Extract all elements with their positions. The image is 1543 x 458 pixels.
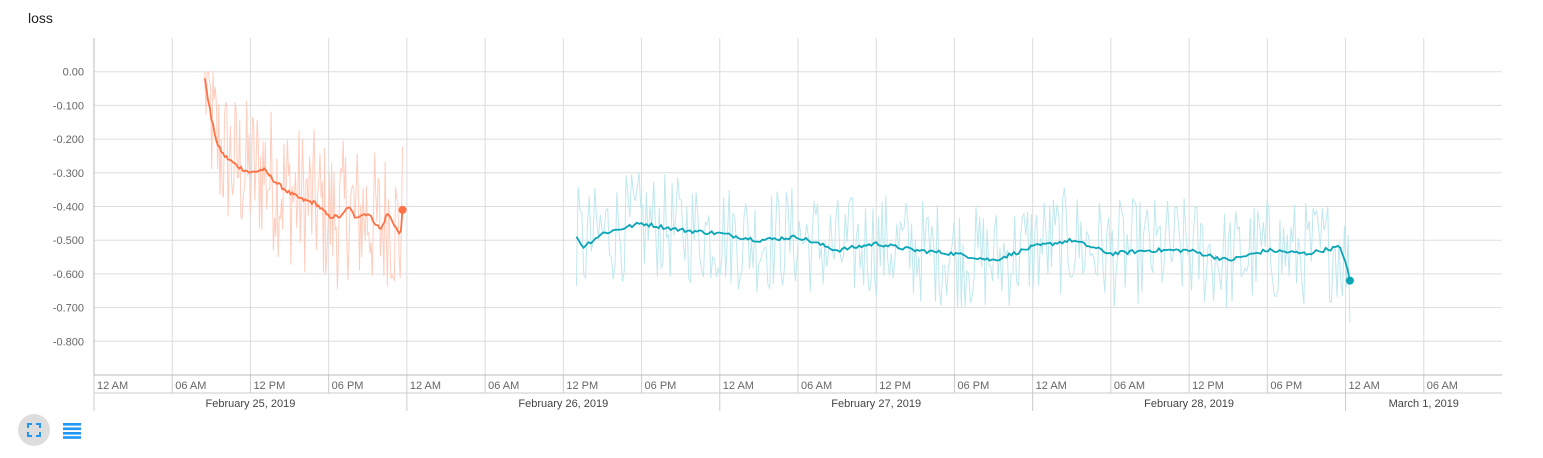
x-tick-label: 12 AM <box>1349 380 1380 392</box>
x-tick-label: 06 PM <box>957 380 989 392</box>
smoothed-series-line-1 <box>203 78 404 236</box>
x-tick-label: 06 AM <box>488 380 519 392</box>
y-tick-label: -0.100 <box>53 100 84 112</box>
y-tick-label: -0.500 <box>53 235 84 247</box>
y-tick-label: -0.200 <box>53 134 84 146</box>
x-tick-label: 06 PM <box>332 380 364 392</box>
x-tick-label: 06 AM <box>1427 380 1458 392</box>
raw-series-layer <box>204 70 1351 323</box>
y-tick-label: -0.300 <box>53 168 84 180</box>
date-label: February 28, 2019 <box>1144 398 1234 410</box>
x-tick-label: 06 PM <box>645 380 677 392</box>
x-tick-label: 12 AM <box>723 380 754 392</box>
x-tick-label: 06 AM <box>1114 380 1145 392</box>
axes: 0.00 -0.100 -0.200 -0.300 -0.400 -0.500 -0.600… <box>53 38 1502 411</box>
x-tick-label: 12 PM <box>1192 380 1224 392</box>
x-tick-label: 12 AM <box>97 380 128 392</box>
chart-toolbar <box>18 414 88 446</box>
x-tick-label: 12 PM <box>566 380 598 392</box>
x-tick-label: 12 PM <box>253 380 285 392</box>
series-endpoint-2 <box>1345 276 1354 285</box>
x-tick-label: 06 AM <box>175 380 206 392</box>
smoothed-series-line-2 <box>575 221 1351 281</box>
raw-series-line-2 <box>575 171 1351 323</box>
x-tick-label: 06 AM <box>801 380 832 392</box>
date-label: February 27, 2019 <box>831 398 921 410</box>
x-tick-label: 12 AM <box>410 380 441 392</box>
y-tick-label: -0.400 <box>53 202 84 214</box>
date-label: February 25, 2019 <box>205 398 295 410</box>
date-label: March 1, 2019 <box>1389 398 1459 410</box>
date-label: February 26, 2019 <box>518 398 608 410</box>
data-table-button[interactable] <box>56 414 88 446</box>
smoothed-series-layer <box>203 78 1354 285</box>
y-tick-label: -0.600 <box>53 269 84 281</box>
loss-chart: 0.00 -0.100 -0.200 -0.300 -0.400 -0.500 -0.600… <box>53 38 1502 411</box>
list-icon <box>63 423 81 439</box>
y-tick-label: -0.700 <box>53 303 84 315</box>
fullscreen-button[interactable] <box>18 414 50 446</box>
y-tick-label: 0.00 <box>63 67 84 79</box>
x-tick-label: 06 PM <box>1270 380 1302 392</box>
x-tick-label: 12 AM <box>1036 380 1067 392</box>
series-endpoint-1 <box>398 205 407 214</box>
y-tick-label: -0.800 <box>53 336 84 348</box>
x-tick-label: 12 PM <box>879 380 911 392</box>
fullscreen-icon <box>27 423 41 437</box>
chart-title: loss <box>28 10 53 26</box>
raw-series-line-1 <box>204 70 403 290</box>
